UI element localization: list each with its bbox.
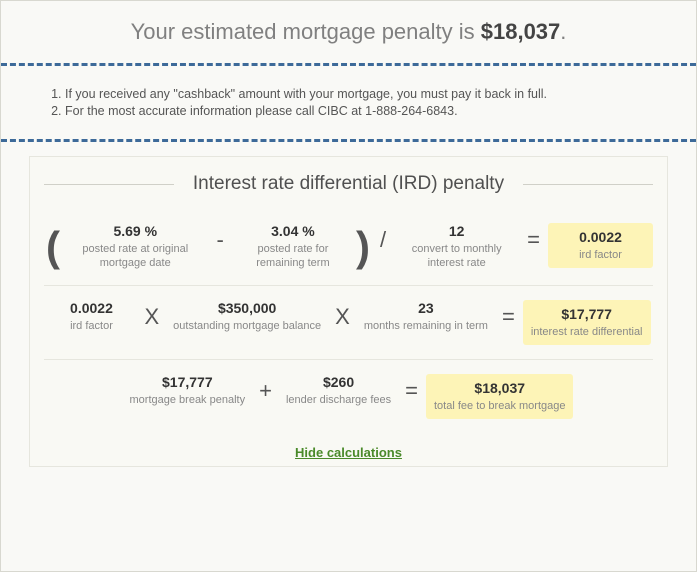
operator: + bbox=[251, 378, 280, 404]
paren: ( bbox=[44, 226, 62, 268]
calc-result-cell: $18,037 total fee to break mortgage bbox=[426, 374, 573, 419]
headline-amount: $18,037 bbox=[481, 19, 561, 44]
cell-label: months remaining in term bbox=[364, 319, 488, 333]
cell-value: 0.0022 bbox=[556, 229, 645, 245]
calc-box: Interest rate differential (IRD) penalty… bbox=[29, 156, 668, 467]
calc-section: Interest rate differential (IRD) penalty… bbox=[1, 142, 696, 485]
calc-title: Interest rate differential (IRD) penalty bbox=[44, 173, 653, 195]
calc-cell: 23 months remaining in term bbox=[358, 300, 494, 333]
calc-cell: 3.04 % posted rate for remaining term bbox=[232, 223, 354, 271]
headline-suffix: . bbox=[560, 19, 566, 44]
calc-cell: 12 convert to monthly interest rate bbox=[394, 223, 519, 271]
cell-label: convert to monthly interest rate bbox=[400, 242, 513, 271]
cell-label: ird factor bbox=[556, 248, 645, 262]
cell-value: 0.0022 bbox=[52, 300, 130, 316]
operator: = bbox=[519, 227, 548, 253]
operator: = bbox=[494, 304, 523, 330]
calc-cell: $260 lender discharge fees bbox=[280, 374, 397, 407]
calc-cell: $350,000 outstanding mortgage balance bbox=[167, 300, 327, 333]
cell-value: $17,777 bbox=[531, 306, 643, 322]
calc-row: 0.0022 ird factor X $350,000 outstanding mor… bbox=[44, 286, 653, 360]
calc-cell: 0.0022 ird factor bbox=[46, 300, 136, 333]
calc-result-cell: 0.0022 ird factor bbox=[548, 223, 653, 268]
calc-cell: 5.69 % posted rate at original mortgage d… bbox=[62, 223, 208, 271]
headline-prefix: Your estimated mortgage penalty is bbox=[131, 19, 481, 44]
cell-value: 23 bbox=[364, 300, 488, 316]
calc-row: (5.69 % posted rate at original mortgage … bbox=[44, 209, 653, 286]
cell-label: total fee to break mortgage bbox=[434, 399, 565, 413]
notes-list: If you received any "cashback" amount wi… bbox=[25, 87, 672, 118]
operator: = bbox=[397, 378, 426, 404]
calc-cell: $17,777 mortgage break penalty bbox=[124, 374, 252, 407]
cell-value: $18,037 bbox=[434, 380, 565, 396]
calc-result-cell: $17,777 interest rate differential bbox=[523, 300, 651, 345]
paren: ) bbox=[354, 226, 372, 268]
cell-value: 12 bbox=[400, 223, 513, 239]
operator: - bbox=[208, 227, 231, 253]
cell-label: interest rate differential bbox=[531, 325, 643, 339]
cell-label: posted rate for remaining term bbox=[238, 242, 348, 271]
headline-text: Your estimated mortgage penalty is $18,0… bbox=[25, 19, 672, 45]
operator: X bbox=[136, 304, 167, 330]
cell-value: 3.04 % bbox=[238, 223, 348, 239]
headline-section: Your estimated mortgage penalty is $18,0… bbox=[1, 1, 696, 66]
cell-value: $17,777 bbox=[130, 374, 246, 390]
operator: X bbox=[327, 304, 358, 330]
cell-value: 5.69 % bbox=[68, 223, 202, 239]
calc-row: $17,777 mortgage break penalty + $260 lender… bbox=[44, 360, 653, 433]
operator: / bbox=[372, 227, 394, 253]
note-item: If you received any "cashback" amount wi… bbox=[65, 87, 672, 101]
cell-value: $260 bbox=[286, 374, 391, 390]
cell-label: mortgage break penalty bbox=[130, 393, 246, 407]
cell-label: outstanding mortgage balance bbox=[173, 319, 321, 333]
note-item: For the most accurate information please… bbox=[65, 104, 672, 118]
cell-label: posted rate at original mortgage date bbox=[68, 242, 202, 271]
penalty-calculator-panel: Your estimated mortgage penalty is $18,0… bbox=[0, 0, 697, 572]
calc-rows: (5.69 % posted rate at original mortgage … bbox=[44, 209, 653, 433]
cell-label: lender discharge fees bbox=[286, 393, 391, 407]
hide-calculations-link[interactable]: Hide calculations bbox=[44, 445, 653, 460]
cell-value: $350,000 bbox=[173, 300, 321, 316]
notes-section: If you received any "cashback" amount wi… bbox=[1, 66, 696, 142]
cell-label: ird factor bbox=[52, 319, 130, 333]
